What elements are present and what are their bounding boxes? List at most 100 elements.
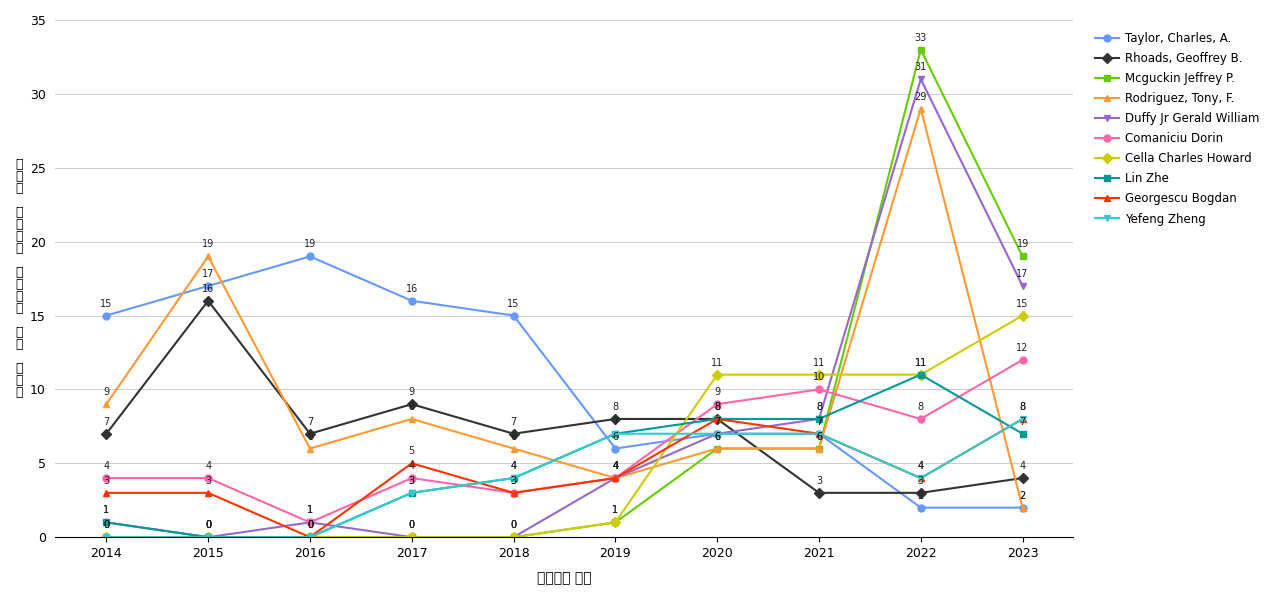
- Yefeng Zheng: [201, 533, 216, 541]
- Line: Lin Zhe: Lin Zhe: [102, 371, 1027, 541]
- Text: 7: 7: [815, 417, 822, 427]
- Legend: Taylor, Charles, A., Rhoads, Geoffrey B., Mcguckin Jeffrey P., Rodriguez, Tony, : Taylor, Charles, A., Rhoads, Geoffrey B.…: [1089, 26, 1265, 232]
- Text: 0: 0: [408, 520, 415, 530]
- Text: 2: 2: [1019, 491, 1025, 500]
- Text: 2: 2: [918, 491, 924, 500]
- Text: 0: 0: [511, 520, 517, 530]
- Text: 0: 0: [205, 520, 211, 530]
- Georgescu Bogdan: [608, 475, 623, 482]
- Taylor, Charles, A.: [709, 430, 724, 437]
- Cella Charles Howard: [201, 533, 216, 541]
- Rodriguez, Tony, F.: [1015, 504, 1030, 511]
- Rhoads, Geoffrey B.: [302, 430, 317, 437]
- Line: Yefeng Zheng: Yefeng Zheng: [102, 415, 1027, 541]
- Mcguckin Jeffrey P.: [404, 533, 420, 541]
- Text: 3: 3: [408, 476, 415, 486]
- Text: 7: 7: [1019, 417, 1025, 427]
- Line: Comaniciu Dorin: Comaniciu Dorin: [102, 356, 1027, 526]
- Duffy Jr Gerald William: [812, 415, 827, 422]
- Text: 6: 6: [511, 431, 517, 442]
- Yefeng Zheng: [506, 475, 521, 482]
- Rhoads, Geoffrey B.: [709, 415, 724, 422]
- Georgescu Bogdan: [913, 475, 928, 482]
- Text: 7: 7: [714, 417, 721, 427]
- Taylor, Charles, A.: [812, 430, 827, 437]
- Comaniciu Dorin: [99, 475, 114, 482]
- Text: 10: 10: [813, 373, 826, 382]
- Text: 0: 0: [104, 520, 109, 530]
- Text: 0: 0: [307, 520, 314, 530]
- Text: 15: 15: [100, 299, 113, 308]
- Lin Zhe: [302, 533, 317, 541]
- Duffy Jr Gerald William: [608, 475, 623, 482]
- Text: 19: 19: [1016, 239, 1029, 250]
- Rhoads, Geoffrey B.: [506, 430, 521, 437]
- Text: 11: 11: [915, 358, 927, 368]
- Duffy Jr Gerald William: [506, 533, 521, 541]
- Taylor, Charles, A.: [302, 253, 317, 260]
- Line: Rodriguez, Tony, F.: Rodriguez, Tony, F.: [102, 105, 1027, 511]
- Text: 16: 16: [202, 284, 214, 294]
- Y-axis label: 신
규
성
 
위
반
으
로
 
거
절
시
킨
 
후
행
 
특
허
수: 신 규 성 위 반 으 로 거 절 시 킨 후 행 특 허 수: [15, 158, 23, 399]
- Text: 12: 12: [1016, 343, 1029, 353]
- Text: 4: 4: [511, 461, 517, 471]
- Yefeng Zheng: [1015, 415, 1030, 422]
- Lin Zhe: [913, 371, 928, 378]
- Yefeng Zheng: [302, 533, 317, 541]
- Lin Zhe: [99, 519, 114, 526]
- Text: 7: 7: [104, 417, 110, 427]
- Rhoads, Geoffrey B.: [913, 489, 928, 496]
- Rhoads, Geoffrey B.: [99, 430, 114, 437]
- Duffy Jr Gerald William: [913, 76, 928, 83]
- Rodriguez, Tony, F.: [99, 401, 114, 408]
- Taylor, Charles, A.: [404, 297, 420, 304]
- Text: 4: 4: [918, 461, 924, 471]
- Text: 0: 0: [307, 520, 314, 530]
- Taylor, Charles, A.: [913, 504, 928, 511]
- Text: 0: 0: [307, 520, 314, 530]
- Text: 6: 6: [815, 431, 822, 442]
- Text: 8: 8: [612, 402, 618, 412]
- Text: 6: 6: [714, 431, 721, 442]
- Duffy Jr Gerald William: [201, 533, 216, 541]
- Text: 7: 7: [714, 417, 721, 427]
- Text: 4: 4: [612, 461, 618, 471]
- Mcguckin Jeffrey P.: [913, 46, 928, 53]
- X-axis label: 거절시킨 연도: 거절시킨 연도: [538, 571, 591, 585]
- Cella Charles Howard: [99, 533, 114, 541]
- Yefeng Zheng: [99, 533, 114, 541]
- Text: 7: 7: [714, 417, 721, 427]
- Text: 1: 1: [612, 505, 618, 515]
- Text: 8: 8: [918, 402, 924, 412]
- Cella Charles Howard: [404, 533, 420, 541]
- Text: 16: 16: [406, 284, 417, 294]
- Text: 4: 4: [408, 461, 415, 471]
- Text: 7: 7: [612, 417, 618, 427]
- Text: 0: 0: [511, 520, 517, 530]
- Georgescu Bogdan: [812, 430, 827, 437]
- Georgescu Bogdan: [506, 489, 521, 496]
- Lin Zhe: [404, 489, 420, 496]
- Text: 8: 8: [714, 402, 721, 412]
- Cella Charles Howard: [812, 371, 827, 378]
- Text: 0: 0: [104, 520, 109, 530]
- Rhoads, Geoffrey B.: [201, 297, 216, 304]
- Text: 0: 0: [205, 520, 211, 530]
- Rodriguez, Tony, F.: [913, 105, 928, 112]
- Mcguckin Jeffrey P.: [302, 533, 317, 541]
- Rodriguez, Tony, F.: [302, 445, 317, 452]
- Text: 7: 7: [612, 417, 618, 427]
- Text: 8: 8: [1019, 402, 1025, 412]
- Text: 8: 8: [714, 402, 721, 412]
- Text: 4: 4: [612, 461, 618, 471]
- Text: 1: 1: [104, 505, 109, 515]
- Text: 8: 8: [815, 402, 822, 412]
- Text: 1: 1: [307, 505, 314, 515]
- Text: 7: 7: [815, 417, 822, 427]
- Yefeng Zheng: [913, 475, 928, 482]
- Mcguckin Jeffrey P.: [99, 533, 114, 541]
- Mcguckin Jeffrey P.: [1015, 253, 1030, 260]
- Text: 3: 3: [815, 476, 822, 486]
- Yefeng Zheng: [608, 430, 623, 437]
- Text: 5: 5: [408, 446, 415, 457]
